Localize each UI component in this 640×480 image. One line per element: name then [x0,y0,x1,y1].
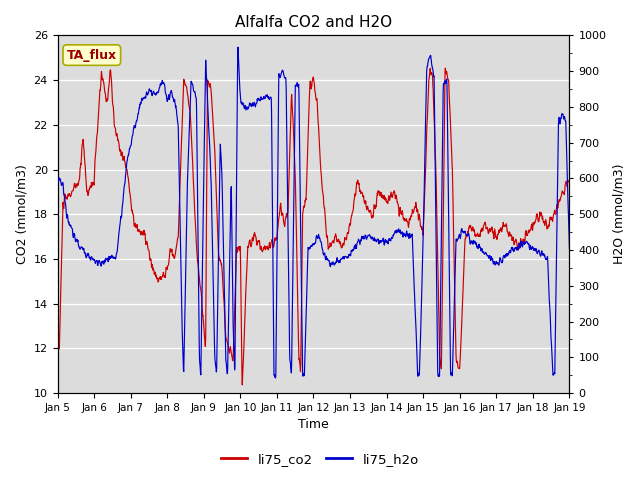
Legend: li75_co2, li75_h2o: li75_co2, li75_h2o [216,447,424,471]
Text: TA_flux: TA_flux [67,48,117,61]
Y-axis label: H2O (mmol/m3): H2O (mmol/m3) [612,164,625,264]
Title: Alfalfa CO2 and H2O: Alfalfa CO2 and H2O [235,15,392,30]
X-axis label: Time: Time [298,419,329,432]
Y-axis label: CO2 (mmol/m3): CO2 (mmol/m3) [15,164,28,264]
